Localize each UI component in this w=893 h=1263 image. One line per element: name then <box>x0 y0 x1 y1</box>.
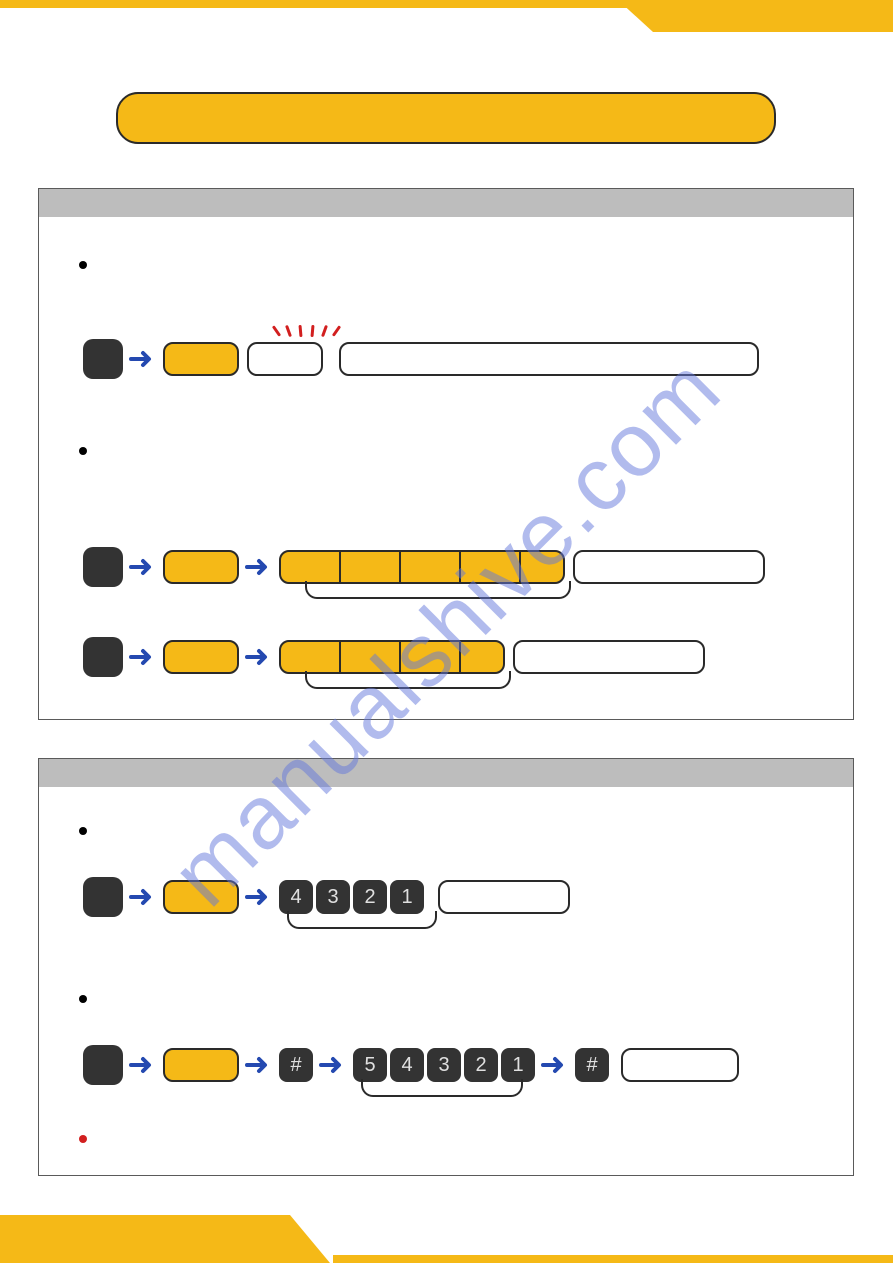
yellow-key <box>163 550 239 584</box>
segment <box>459 550 521 584</box>
arrow-icon <box>245 647 273 667</box>
digit-key: 1 <box>390 880 424 914</box>
arrow-icon <box>129 1055 157 1075</box>
digit-key: 3 <box>427 1048 461 1082</box>
segment <box>279 640 341 674</box>
yellow-key <box>163 342 239 376</box>
yellow-key <box>163 1048 239 1082</box>
bottom-right-bar <box>333 1255 893 1263</box>
segment-group-5 <box>279 550 565 584</box>
arrow-icon <box>129 557 157 577</box>
section-1-header <box>39 189 853 217</box>
under-label-2b <box>305 671 511 689</box>
arrow-icon <box>245 1055 273 1075</box>
trailing-field <box>438 880 570 914</box>
white-long-field <box>339 342 759 376</box>
arrow-icon <box>245 557 273 577</box>
step-square <box>83 547 123 587</box>
digit-group-4: 4 3 2 1 <box>279 880 424 914</box>
arrow-icon <box>541 1055 569 1075</box>
bullet-4 <box>79 995 87 1003</box>
arrow-icon <box>319 1055 347 1075</box>
page-title-pill <box>116 92 776 144</box>
row-1 <box>83 339 759 379</box>
segment <box>399 550 461 584</box>
digit-key: 2 <box>353 880 387 914</box>
segment <box>519 550 565 584</box>
digit-key: 4 <box>390 1048 424 1082</box>
hash-key: # <box>279 1048 313 1082</box>
section-1 <box>38 188 854 720</box>
under-label-2a <box>305 581 571 599</box>
yellow-key <box>163 640 239 674</box>
top-right-corner <box>653 0 893 32</box>
under-label-3 <box>287 911 437 929</box>
trailing-field <box>573 550 765 584</box>
step-square <box>83 877 123 917</box>
hash-key: # <box>575 1048 609 1082</box>
arrow-icon <box>129 887 157 907</box>
step-square <box>83 1045 123 1085</box>
segment <box>459 640 505 674</box>
digit-key: 2 <box>464 1048 498 1082</box>
bullet-1 <box>79 261 87 269</box>
bullet-note-red <box>79 1135 87 1143</box>
top-left-bar <box>0 0 650 8</box>
yellow-key <box>163 880 239 914</box>
section-2: 4 3 2 1 # 5 4 3 2 1 # <box>38 758 854 1176</box>
segment <box>339 640 401 674</box>
digit-key: 5 <box>353 1048 387 1082</box>
under-label-4 <box>361 1079 523 1097</box>
digit-key: 4 <box>279 880 313 914</box>
step-square <box>83 637 123 677</box>
step-square <box>83 339 123 379</box>
trailing-field <box>621 1048 739 1082</box>
digit-key: 3 <box>316 880 350 914</box>
arrow-icon <box>129 647 157 667</box>
segment <box>399 640 461 674</box>
digit-group-5: 5 4 3 2 1 <box>353 1048 535 1082</box>
white-key-alert <box>247 342 323 376</box>
trailing-field <box>513 640 705 674</box>
bottom-left-corner <box>0 1215 290 1263</box>
arrow-icon <box>129 349 157 369</box>
arrow-icon <box>245 887 273 907</box>
bullet-2 <box>79 447 87 455</box>
digit-key: 1 <box>501 1048 535 1082</box>
segment-group-4 <box>279 640 505 674</box>
segment <box>279 550 341 584</box>
bullet-3 <box>79 827 87 835</box>
section-2-header <box>39 759 853 787</box>
segment <box>339 550 401 584</box>
